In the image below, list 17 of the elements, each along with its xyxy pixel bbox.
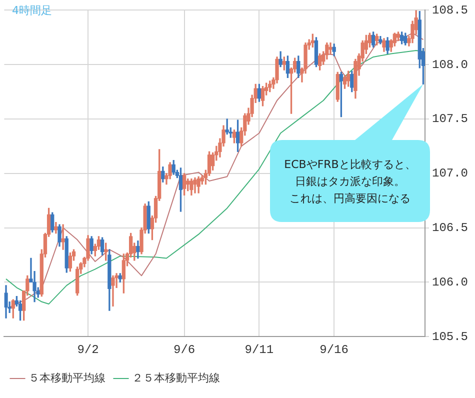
y-tick-label: 105.5 [432,330,468,344]
y-tick-label: 107.5 [432,112,468,126]
y-tick-label: 108.0 [432,58,468,72]
chart-title: 4時間足 [12,3,52,18]
annotation: 日銀はタカ派な印象。 [295,174,405,190]
y-tick-label: 107.0 [432,166,468,181]
legend-label: ５本移動平均線 [28,372,106,385]
x-tick-label: 9/2 [77,342,99,357]
annotation: これは、円高要因になる [290,190,410,206]
annotation: ECBやFRBと比較すると、 [284,156,416,172]
x-tick-label: 9/16 [320,342,348,357]
legend-label: ２５本移動平均線 [132,372,220,385]
y-tick-label: 106.0 [432,275,468,290]
x-tick-label: 9/11 [244,342,274,357]
x-tick-label: 9/6 [173,342,196,357]
y-tick-label: 106.5 [432,220,468,235]
y-tick-label: 108.5 [432,3,468,18]
